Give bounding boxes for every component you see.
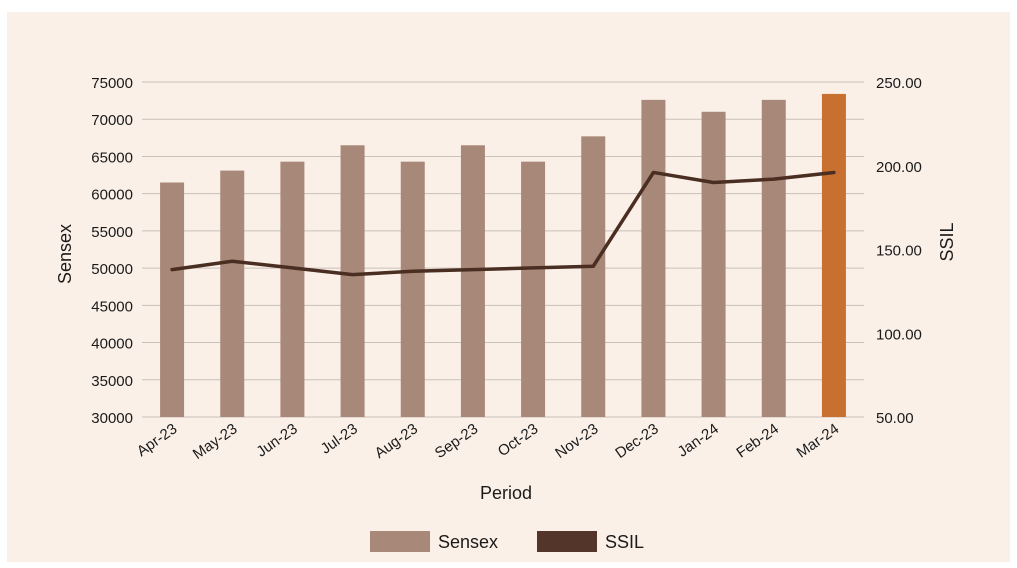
y-tick-label: 60000	[91, 187, 133, 204]
gridlines	[142, 81, 864, 418]
y-tick-label: 70000	[91, 112, 133, 129]
y2-axis-label: SSIL	[937, 222, 957, 261]
bar-oct-23	[521, 161, 546, 417]
y-tick-label: 30000	[91, 410, 133, 427]
chart: 75000 70000 65000 60000 55000 50000 45000 40000…	[55, 75, 957, 552]
y2-tick-label: 50.00	[876, 410, 914, 427]
bar-aug-23	[400, 161, 425, 417]
line-series-ssil	[170, 170, 836, 277]
bar-jun-23	[280, 161, 305, 417]
legend-swatch-sensex	[370, 531, 430, 552]
right-axis-ticks: 250.00 200.00 150.00 100.00 50.00	[876, 75, 922, 427]
y-tick-label: 35000	[91, 373, 133, 390]
x-tick-label: Nov-23	[552, 420, 601, 462]
y2-tick-label: 150.00	[876, 243, 922, 260]
x-tick-label: Mar-24	[794, 420, 843, 461]
chart-panel: 75000 70000 65000 60000 55000 50000 45000 40000…	[7, 12, 1010, 562]
y2-tick-label: 100.00	[876, 326, 922, 343]
y-axis-label: Sensex	[55, 224, 75, 284]
x-tick-label: May-23	[190, 420, 241, 463]
y-tick-label: 65000	[91, 149, 133, 166]
legend-label-sensex: Sensex	[438, 532, 498, 552]
bar-feb-24	[761, 99, 786, 417]
bar-series-sensex	[160, 93, 846, 418]
x-tick-label: Jan-24	[675, 420, 722, 460]
y-tick-label: 55000	[91, 224, 133, 241]
bar-may-23	[220, 170, 245, 417]
x-tick-label: Jul-23	[318, 420, 361, 457]
x-axis-ticks: Apr-23 May-23 Jun-23 Jul-23 Aug-23 Sep-23 Oct-…	[134, 420, 842, 463]
y-tick-label: 50000	[91, 261, 133, 278]
y2-tick-label: 250.00	[876, 75, 922, 92]
legend-swatch-ssil	[537, 531, 597, 552]
legend-label-ssil: SSIL	[605, 532, 644, 552]
x-tick-label: Aug-23	[372, 420, 421, 462]
x-axis-label: Period	[480, 483, 532, 503]
ssil-line	[170, 170, 836, 277]
legend: Sensex SSIL	[370, 531, 644, 552]
y-tick-label: 40000	[91, 336, 133, 353]
bar-dec-23	[641, 99, 666, 417]
bar-nov-23	[581, 136, 606, 417]
bar-jul-23	[340, 145, 365, 417]
x-tick-label: Dec-23	[612, 420, 661, 462]
x-tick-label: Jun-23	[253, 420, 300, 460]
bar-apr-23	[160, 182, 185, 417]
x-tick-label: Apr-23	[134, 420, 181, 460]
bar-mar-24	[821, 93, 846, 418]
bar-jan-24	[701, 111, 726, 418]
left-axis-ticks: 75000 70000 65000 60000 55000 50000 45000 40000…	[91, 75, 133, 427]
y-tick-label: 75000	[91, 75, 133, 92]
x-tick-label: Oct-23	[495, 420, 542, 460]
bar-sep-23	[460, 145, 485, 417]
y2-tick-label: 200.00	[876, 159, 922, 176]
x-tick-label: Sep-23	[432, 420, 481, 462]
x-tick-label: Feb-24	[733, 420, 782, 461]
y-tick-label: 45000	[91, 298, 133, 315]
